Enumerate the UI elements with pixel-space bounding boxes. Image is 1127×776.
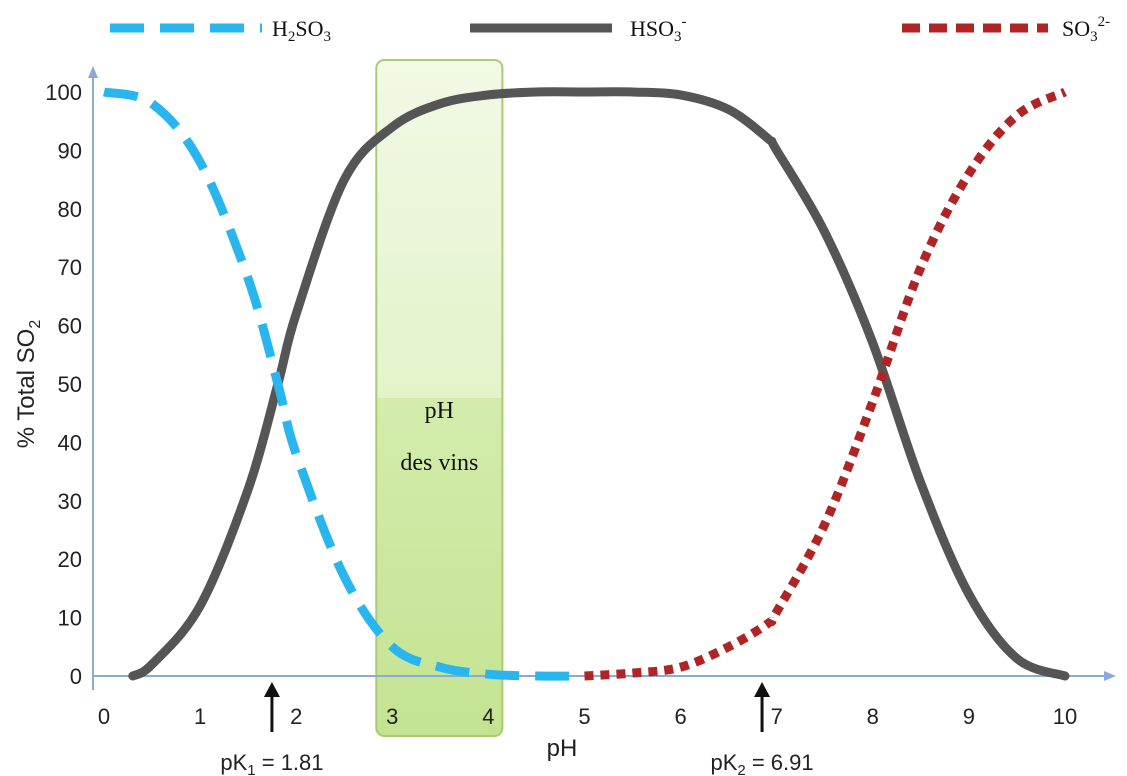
x-tick-label: 5: [578, 704, 590, 729]
y-tick-label: 90: [58, 138, 82, 163]
y-axis-title-sub: 2: [27, 320, 44, 329]
band-group: pH des vins: [375, 59, 504, 737]
x-tick-label: 4: [482, 704, 494, 729]
legend-label-part: SO: [1062, 16, 1090, 41]
ph-des-vins-band: [375, 59, 504, 737]
legend-label-part: 3: [324, 29, 332, 45]
axes: [88, 66, 1116, 690]
legend-label-part: 2: [288, 29, 296, 45]
legend-label-part: 3: [1090, 29, 1098, 45]
legend-item-so32: SO32-: [902, 14, 1110, 45]
pk-label-value: = 6.91: [746, 750, 814, 775]
y-tick-label: 10: [58, 606, 82, 631]
legend-label-part: H: [272, 16, 288, 41]
legend-label-part: 3: [674, 29, 682, 45]
x-axis-arrow: [1104, 671, 1116, 681]
x-tick-label: 10: [1053, 704, 1077, 729]
pk-arrow-head: [263, 682, 280, 697]
y-tick-label: 60: [58, 314, 82, 339]
x-tick-label: 3: [386, 704, 398, 729]
pk-label-sub: 1: [247, 762, 255, 776]
pk-label-main: pK: [710, 750, 737, 775]
pk-label-sub: 2: [737, 762, 745, 776]
band-label-ph: pH: [425, 398, 454, 424]
y-tick-label: 40: [58, 430, 82, 455]
x-tick-label: 6: [674, 704, 686, 729]
y-axis-title-main: % Total SO: [13, 329, 40, 449]
series-line-so32: [584, 87, 1067, 681]
legend-label-so32: SO32-: [1062, 14, 1110, 45]
legend-label-part: SO: [295, 16, 323, 41]
legend-item-hso3: HSO3-: [470, 14, 687, 45]
y-tick-label: 100: [45, 80, 82, 105]
pk-arrow-head: [754, 682, 771, 697]
pk-label-main: pK: [220, 750, 247, 775]
y-tick-labels: 0 10 20 30 40 50 60 70 80 90 100: [45, 80, 82, 689]
pk-label-value: = 1.81: [256, 750, 324, 775]
legend-label-part: -: [682, 14, 687, 30]
series-line-hso3: [128, 87, 1070, 681]
y-axis-title: % Total SO2: [13, 320, 44, 449]
pk-label: pK1 = 1.81: [220, 750, 323, 776]
legend-item-h2so3: H2SO3: [110, 16, 331, 45]
legend: H2SO3 HSO3- SO32-: [110, 14, 1110, 45]
series-line-h2so3: [102, 87, 585, 681]
legend-label-h2so3: H2SO3: [272, 16, 331, 45]
legend-label-hso3: HSO3-: [630, 14, 687, 45]
y-tick-label: 70: [58, 255, 82, 280]
y-tick-label: 20: [58, 547, 82, 572]
band-label-des-vins: des vins: [400, 450, 478, 476]
pk-annotation-1: pK1 = 1.81: [220, 682, 324, 776]
x-tick-label: 2: [290, 704, 302, 729]
legend-label-part: HSO: [630, 16, 674, 41]
x-tick-labels: 0 1 2 3 4 5 6 7 8 9 10: [98, 704, 1077, 729]
y-axis-arrow: [88, 66, 98, 78]
y-tick-label: 50: [58, 372, 82, 397]
y-tick-label: 0: [70, 664, 82, 689]
x-tick-label: 9: [963, 704, 975, 729]
x-tick-label: 7: [771, 704, 783, 729]
pk-label: pK2 = 6.91: [710, 750, 813, 776]
x-tick-label: 1: [194, 704, 206, 729]
x-tick-label: 8: [867, 704, 879, 729]
pk-annotations: pK1 = 1.81 pK2 = 6.91: [220, 682, 814, 776]
x-tick-label: 0: [98, 704, 110, 729]
y-tick-label: 30: [58, 489, 82, 514]
series-layer: [102, 87, 1070, 681]
pk-annotation-2: pK2 = 6.91: [710, 682, 814, 776]
y-tick-label: 80: [58, 197, 82, 222]
legend-label-part: 2-: [1098, 14, 1111, 30]
x-axis-title: pH: [547, 735, 578, 762]
